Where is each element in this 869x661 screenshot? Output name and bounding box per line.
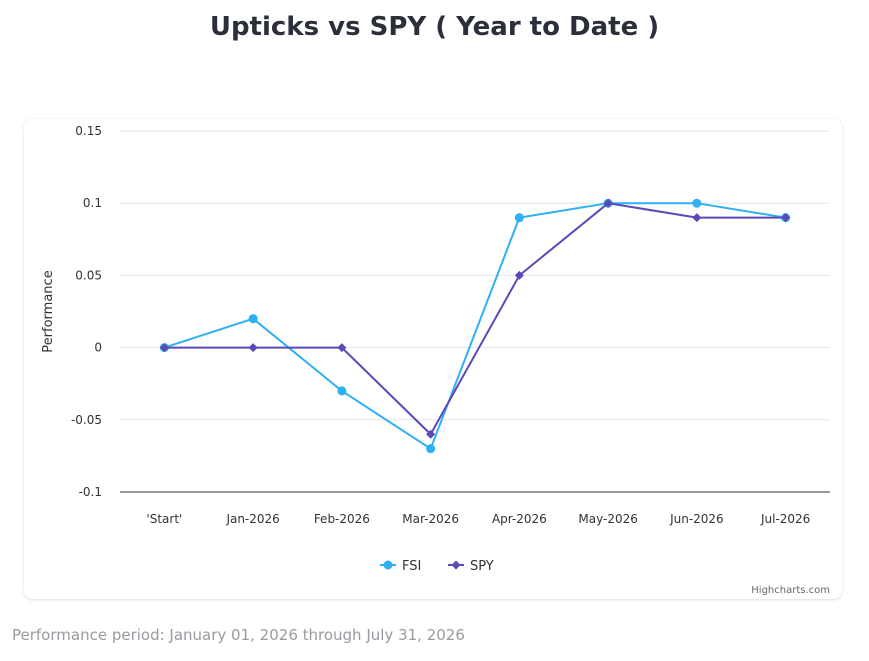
series-line-spy [163,202,787,436]
series-line-fsi [163,202,787,450]
x-tick-label: Jul-2026 [760,512,810,526]
y-tick-label: 0 [94,341,102,355]
chart-card: -0.1 -0.05 0 0.05 0.1 0.15 'Start' Jan-2026 Feb… [24,119,842,599]
data-point-spy[interactable] [781,213,791,223]
grid-lines [120,130,830,421]
data-point-fsi[interactable] [514,213,524,223]
performance-period-note: Performance period: January 01, 2026 thr… [12,626,465,644]
x-tick-label: May-2026 [578,512,637,526]
x-tick-label: 'Start' [146,512,182,526]
y-axis-ticks: -0.1 -0.05 0 0.05 0.1 0.15 [71,124,102,499]
x-tick-label: Mar-2026 [402,512,459,526]
data-point-spy[interactable] [514,270,524,280]
y-tick-label: 0.15 [75,124,102,138]
y-tick-label: 0.1 [83,196,102,210]
series-layer [159,198,791,454]
x-tick-label: Apr-2026 [492,512,547,526]
legend-item-fsi[interactable]: FSI [380,559,421,574]
data-point-fsi[interactable] [248,314,258,324]
y-tick-label: 0.05 [75,268,102,282]
data-point-spy[interactable] [159,343,169,353]
data-point-spy[interactable] [603,198,613,208]
x-tick-label: Jun-2026 [669,512,724,526]
legend-label: FSI [402,559,421,574]
legend: FSI SPY [380,559,494,574]
x-axis-ticks: 'Start' Jan-2026 Feb-2026 Mar-2026 Apr-2026 M… [146,512,810,526]
legend-symbol-spy[interactable] [451,560,461,570]
data-point-fsi[interactable] [692,198,702,208]
x-tick-label: Feb-2026 [314,512,370,526]
y-tick-label: -0.05 [71,413,102,427]
credits-link[interactable]: Highcharts.com [751,585,830,596]
data-point-spy[interactable] [248,343,258,353]
performance-chart: -0.1 -0.05 0 0.05 0.1 0.15 'Start' Jan-2026 Feb… [41,124,830,596]
series-fsi [159,198,791,454]
legend-label: SPY [470,559,494,574]
legend-symbol-fsi[interactable] [383,560,393,570]
data-point-fsi[interactable] [426,444,436,454]
data-point-spy[interactable] [337,343,347,353]
y-tick-label: -0.1 [79,485,102,499]
data-point-spy[interactable] [426,429,436,439]
y-axis-label: Performance [41,270,56,352]
data-point-spy[interactable] [692,213,702,223]
legend-item-spy[interactable]: SPY [448,559,494,574]
x-tick-label: Jan-2026 [225,512,279,526]
data-point-fsi[interactable] [337,386,347,396]
series-spy [159,198,791,439]
page-title: Upticks vs SPY ( Year to Date ) [209,12,660,42]
